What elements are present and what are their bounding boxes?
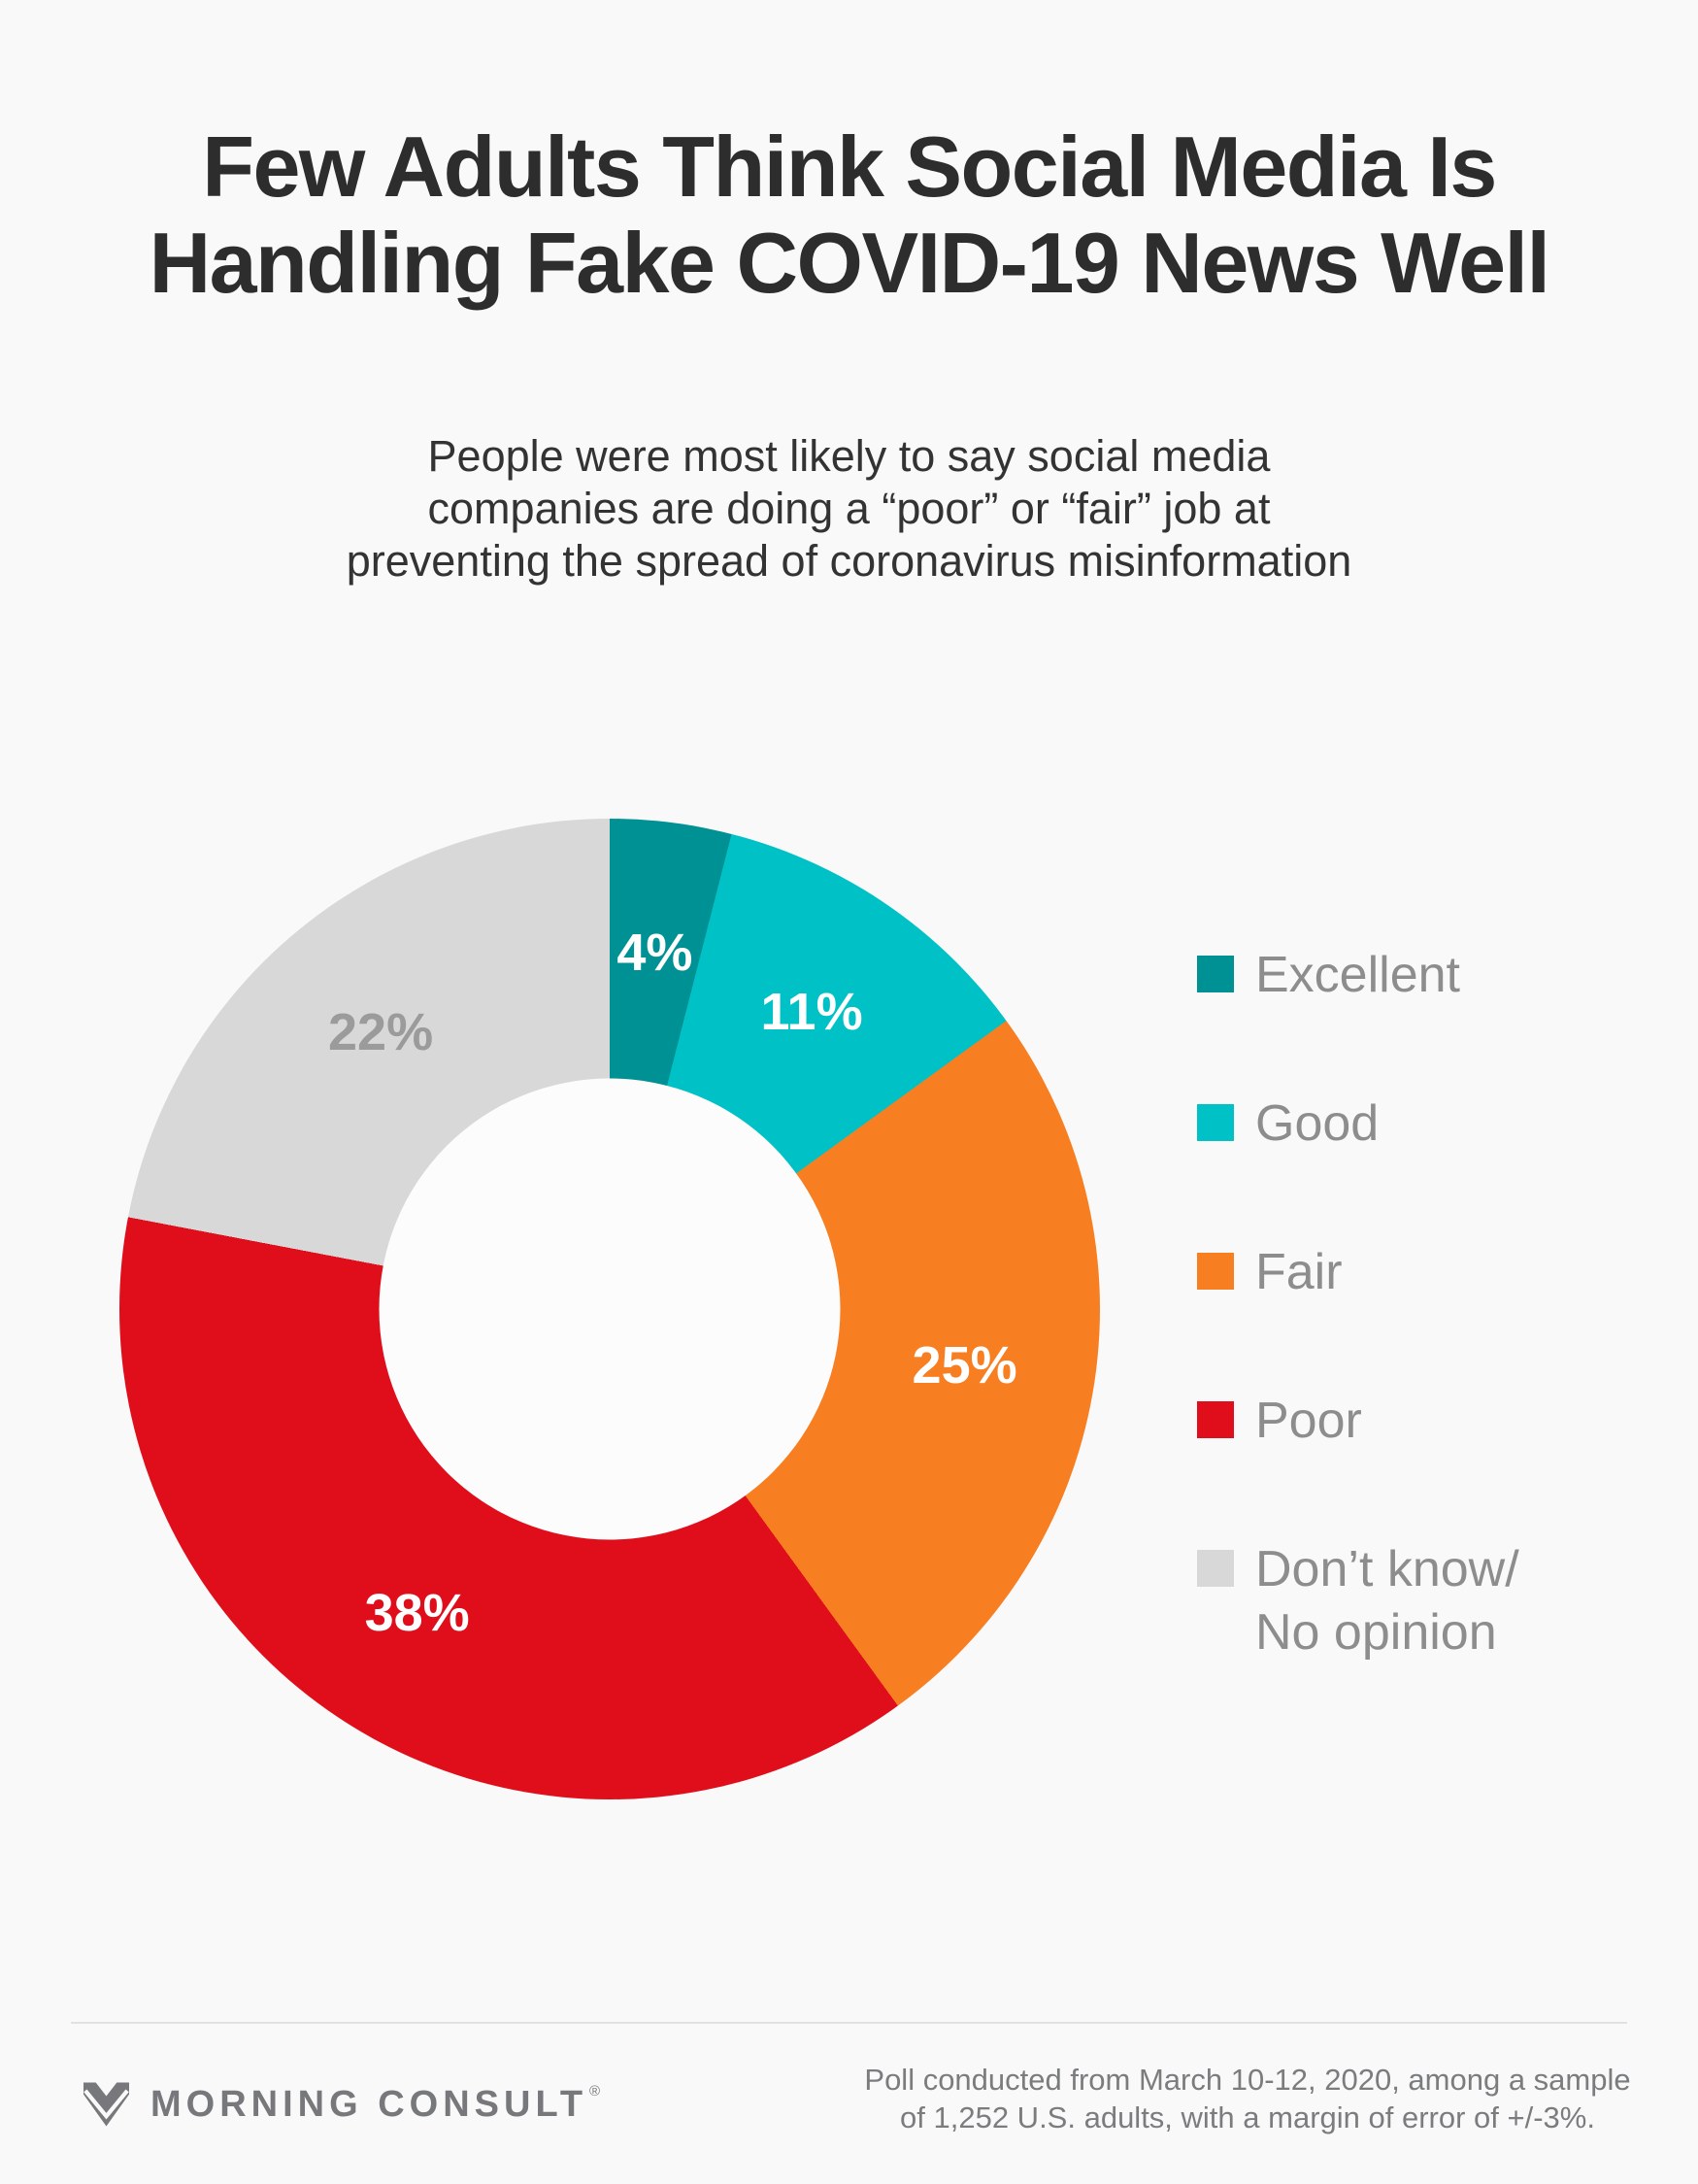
legend-swatch (1197, 956, 1234, 992)
chart-subtitle: People were most likely to say social me… (346, 431, 1352, 586)
legend-item: Don’t know/ No opinion (1197, 1538, 1519, 1664)
chart-legend: Excellent Good Fair Poor Don’t know/ No opin… (1197, 944, 1519, 1664)
registered-trademark-symbol: ® (589, 2082, 601, 2100)
legend-item: Poor (1197, 1390, 1519, 1453)
slice-data-label: 4% (616, 923, 693, 982)
legend-swatch (1197, 1401, 1234, 1438)
legend-label: Good (1255, 1095, 1380, 1152)
legend-swatch (1197, 1104, 1234, 1141)
brand-wordmark: MORNING CONSULT (150, 2083, 588, 2125)
donut-hole (379, 1078, 841, 1540)
legend-swatch (1197, 1550, 1234, 1587)
legend-item: Fair (1197, 1241, 1519, 1304)
legend-item: Excellent (1197, 944, 1519, 1007)
legend-swatch (1197, 1253, 1234, 1290)
legend-item: Good (1197, 1092, 1519, 1156)
slice-data-label: 25% (912, 1335, 1017, 1394)
poll-source-note: Poll conducted from March 10-12, 2020, a… (864, 2063, 1631, 2134)
legend-label: Excellent (1255, 947, 1460, 1003)
legend-label: Poor (1255, 1393, 1362, 1449)
legend-label: Fair (1255, 1244, 1343, 1300)
footer-divider (71, 2022, 1627, 2024)
donut-chart: 4% 11% 25% 38% 22% (119, 819, 1100, 1799)
morning-consult-m-icon (83, 2082, 129, 2127)
slice-data-label: 11% (760, 982, 863, 1041)
chart-title: Few Adults Think Social Media Is Handlin… (149, 118, 1550, 311)
morning-consult-logo: MORNING CONSULT ® (83, 2082, 601, 2127)
legend-label: Don’t know/ No opinion (1255, 1541, 1519, 1661)
slice-data-label: 38% (364, 1583, 470, 1642)
slice-data-label: 22% (328, 1002, 434, 1061)
